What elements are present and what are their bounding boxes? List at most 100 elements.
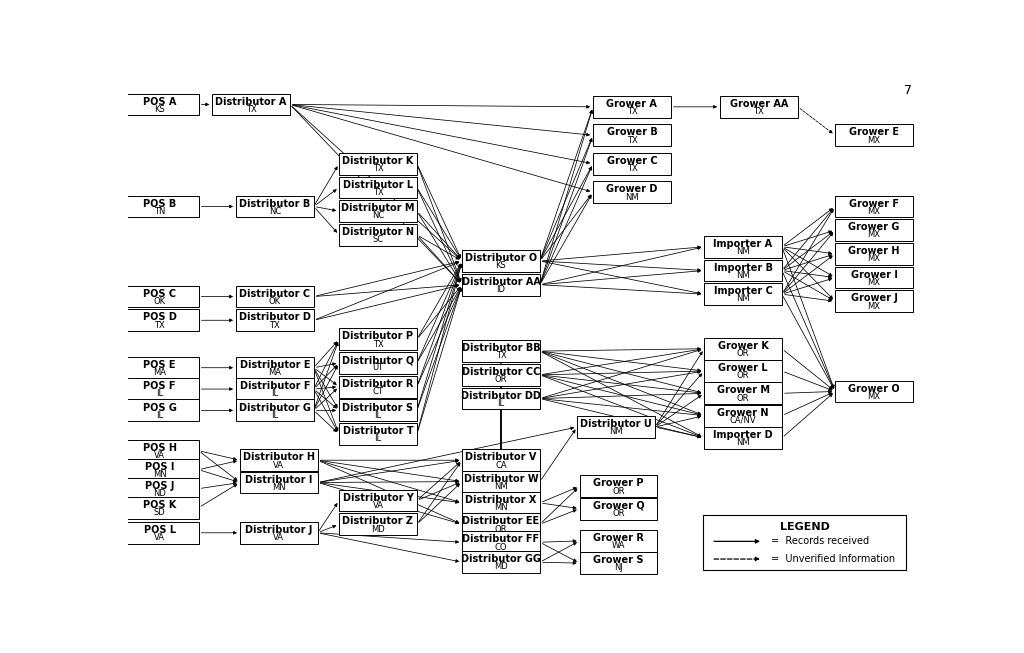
Text: Distributor GG: Distributor GG — [461, 554, 541, 564]
Text: Grower O: Grower O — [848, 383, 900, 394]
Text: ID: ID — [497, 285, 506, 294]
Text: Distributor DD: Distributor DD — [461, 390, 541, 401]
Text: NM: NM — [495, 482, 508, 491]
Text: TX: TX — [627, 164, 637, 173]
Text: NC: NC — [372, 212, 384, 221]
Text: Distributor V: Distributor V — [465, 453, 537, 462]
Text: POS C: POS C — [143, 289, 176, 298]
FancyBboxPatch shape — [339, 400, 417, 421]
Text: MX: MX — [867, 392, 881, 401]
FancyBboxPatch shape — [593, 124, 671, 146]
Text: IL: IL — [157, 411, 163, 420]
FancyBboxPatch shape — [462, 532, 540, 553]
Text: POS A: POS A — [143, 97, 176, 106]
Text: POS D: POS D — [142, 312, 177, 323]
Text: NM: NM — [736, 295, 750, 304]
FancyBboxPatch shape — [705, 383, 782, 404]
Text: Distributor X: Distributor X — [465, 495, 537, 505]
Text: IL: IL — [271, 389, 279, 398]
FancyBboxPatch shape — [339, 200, 417, 222]
Text: MX: MX — [867, 278, 881, 287]
Text: OK: OK — [268, 297, 281, 306]
FancyBboxPatch shape — [121, 195, 199, 217]
Text: MD: MD — [371, 524, 385, 534]
Text: Distributor EE: Distributor EE — [463, 517, 540, 526]
Text: Grower B: Grower B — [606, 127, 657, 137]
Text: VA: VA — [155, 451, 165, 460]
Text: VA: VA — [273, 533, 285, 542]
Text: Distributor I: Distributor I — [245, 475, 312, 485]
Text: Grower D: Grower D — [606, 184, 657, 195]
FancyBboxPatch shape — [462, 449, 540, 471]
Text: TX: TX — [373, 164, 383, 173]
Text: Importer C: Importer C — [714, 287, 772, 296]
Text: CT: CT — [373, 387, 383, 396]
Text: Importer B: Importer B — [714, 263, 772, 273]
Text: OR: OR — [737, 394, 750, 403]
FancyBboxPatch shape — [121, 378, 199, 400]
FancyBboxPatch shape — [836, 291, 912, 312]
Text: UT: UT — [373, 363, 384, 372]
FancyBboxPatch shape — [462, 551, 540, 573]
Text: IL: IL — [375, 411, 382, 420]
FancyBboxPatch shape — [462, 250, 540, 272]
Text: Distributor CC: Distributor CC — [462, 367, 541, 377]
FancyBboxPatch shape — [705, 427, 782, 449]
FancyBboxPatch shape — [121, 440, 199, 462]
FancyBboxPatch shape — [705, 405, 782, 426]
Text: NM: NM — [609, 427, 623, 436]
FancyBboxPatch shape — [836, 266, 912, 289]
Text: POS K: POS K — [143, 500, 176, 510]
FancyBboxPatch shape — [236, 195, 313, 217]
FancyBboxPatch shape — [121, 400, 199, 421]
FancyBboxPatch shape — [836, 195, 912, 217]
FancyBboxPatch shape — [705, 236, 782, 258]
FancyBboxPatch shape — [121, 310, 199, 331]
Text: Grower S: Grower S — [593, 555, 644, 565]
Text: MA: MA — [268, 368, 282, 377]
Text: Grower J: Grower J — [851, 293, 897, 304]
Text: VA: VA — [373, 501, 383, 510]
FancyBboxPatch shape — [339, 490, 417, 511]
Text: IL: IL — [375, 434, 382, 443]
Text: MX: MX — [867, 302, 881, 311]
Text: Distributor T: Distributor T — [343, 426, 414, 436]
Text: OR: OR — [737, 349, 750, 358]
FancyBboxPatch shape — [236, 357, 313, 379]
Text: Grower L: Grower L — [718, 363, 768, 374]
Text: Grower AA: Grower AA — [730, 99, 788, 109]
Text: OR: OR — [737, 372, 750, 380]
Text: Distributor Z: Distributor Z — [342, 517, 414, 526]
FancyBboxPatch shape — [212, 93, 290, 116]
FancyBboxPatch shape — [462, 513, 540, 535]
Text: MX: MX — [867, 207, 881, 215]
FancyBboxPatch shape — [593, 182, 671, 203]
FancyBboxPatch shape — [240, 471, 317, 494]
FancyBboxPatch shape — [836, 219, 912, 241]
FancyBboxPatch shape — [703, 515, 905, 570]
Text: TX: TX — [496, 351, 506, 360]
Text: Distributor AA: Distributor AA — [462, 277, 541, 287]
Text: Distributor G: Distributor G — [239, 402, 310, 413]
Text: TX: TX — [754, 107, 764, 116]
Text: MA: MA — [154, 368, 166, 377]
FancyBboxPatch shape — [339, 513, 417, 535]
Text: IL: IL — [271, 411, 279, 420]
Text: POS G: POS G — [142, 402, 177, 413]
Text: OR: OR — [495, 375, 507, 384]
Text: NM: NM — [625, 193, 639, 202]
Text: MX: MX — [867, 231, 881, 240]
Text: LEGEND: LEGEND — [779, 522, 829, 532]
Text: TX: TX — [627, 136, 637, 144]
Text: NJ: NJ — [614, 564, 623, 573]
Text: Importer A: Importer A — [714, 239, 772, 249]
Text: Distributor Y: Distributor Y — [343, 493, 414, 503]
Text: ND: ND — [154, 489, 166, 498]
FancyBboxPatch shape — [580, 475, 657, 497]
FancyBboxPatch shape — [121, 459, 199, 481]
Text: MX: MX — [867, 254, 881, 263]
FancyBboxPatch shape — [836, 243, 912, 264]
FancyBboxPatch shape — [836, 381, 912, 402]
Text: KS: KS — [155, 104, 165, 114]
Text: Grower M: Grower M — [717, 385, 770, 396]
